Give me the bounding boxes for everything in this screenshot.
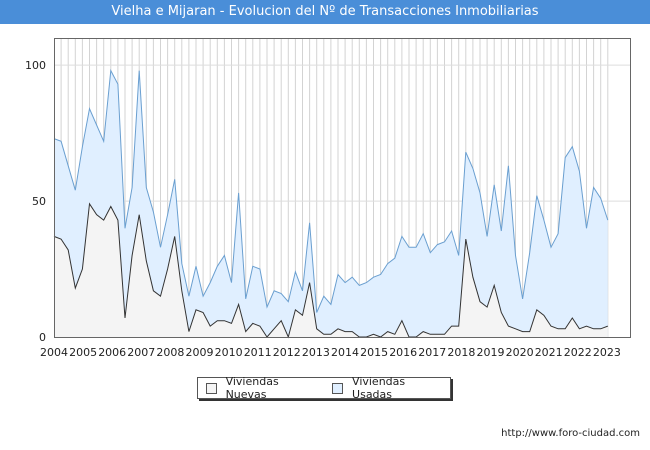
source-url[interactable]: http://www.foro-ciudad.com [501, 428, 640, 439]
plot-frame [54, 38, 631, 338]
x-tick-label: 2022 [564, 346, 592, 359]
legend-label-nuevas: Viviendas Nuevas [225, 375, 279, 401]
x-tick-label: 2006 [98, 346, 126, 359]
area-layer [53, 68, 609, 339]
x-tick-label: 2005 [69, 346, 97, 359]
x-tick-label: 2010 [215, 346, 243, 359]
legend-swatch-usadas [332, 382, 344, 394]
x-tick-label: 2012 [273, 346, 301, 359]
y-tick-label: 50 [32, 195, 46, 208]
series-line-viviendas-nuevas [53, 202, 608, 339]
x-tick-label: 2021 [535, 346, 563, 359]
x-tick-label: 2014 [331, 346, 359, 359]
legend: Viviendas Nuevas Viviendas Usadas [197, 375, 451, 401]
y-tick-label: 0 [39, 331, 46, 344]
x-tick-label: 2013 [302, 346, 330, 359]
x-tick-label: 2015 [360, 346, 388, 359]
x-tick-label: 2007 [127, 346, 155, 359]
legend-label-usadas: Viviendas Usadas [352, 375, 406, 401]
x-tick-label: 2018 [447, 346, 475, 359]
x-tick-label: 2020 [506, 346, 534, 359]
series-line-viviendas-usadas [53, 68, 609, 313]
x-tick-label: 2019 [477, 346, 505, 359]
x-tick-label: 2023 [593, 346, 621, 359]
legend-item-nuevas: Viviendas Nuevas [206, 375, 318, 401]
x-tick-label: 2004 [40, 346, 68, 359]
y-tick-label: 100 [25, 59, 46, 72]
chart-title: Vielha e Mijaran - Evolucion del Nº de T… [0, 0, 650, 24]
area-viviendas-nuevas [54, 203, 608, 337]
x-tick-label: 2008 [156, 346, 184, 359]
legend-item-usadas: Viviendas Usadas [332, 375, 444, 401]
legend-swatch-nuevas [206, 382, 217, 394]
x-tick-label: 2011 [244, 346, 272, 359]
x-tick-label: 2017 [418, 346, 446, 359]
x-tick-label: 2016 [389, 346, 417, 359]
x-tick-label: 2009 [186, 346, 214, 359]
